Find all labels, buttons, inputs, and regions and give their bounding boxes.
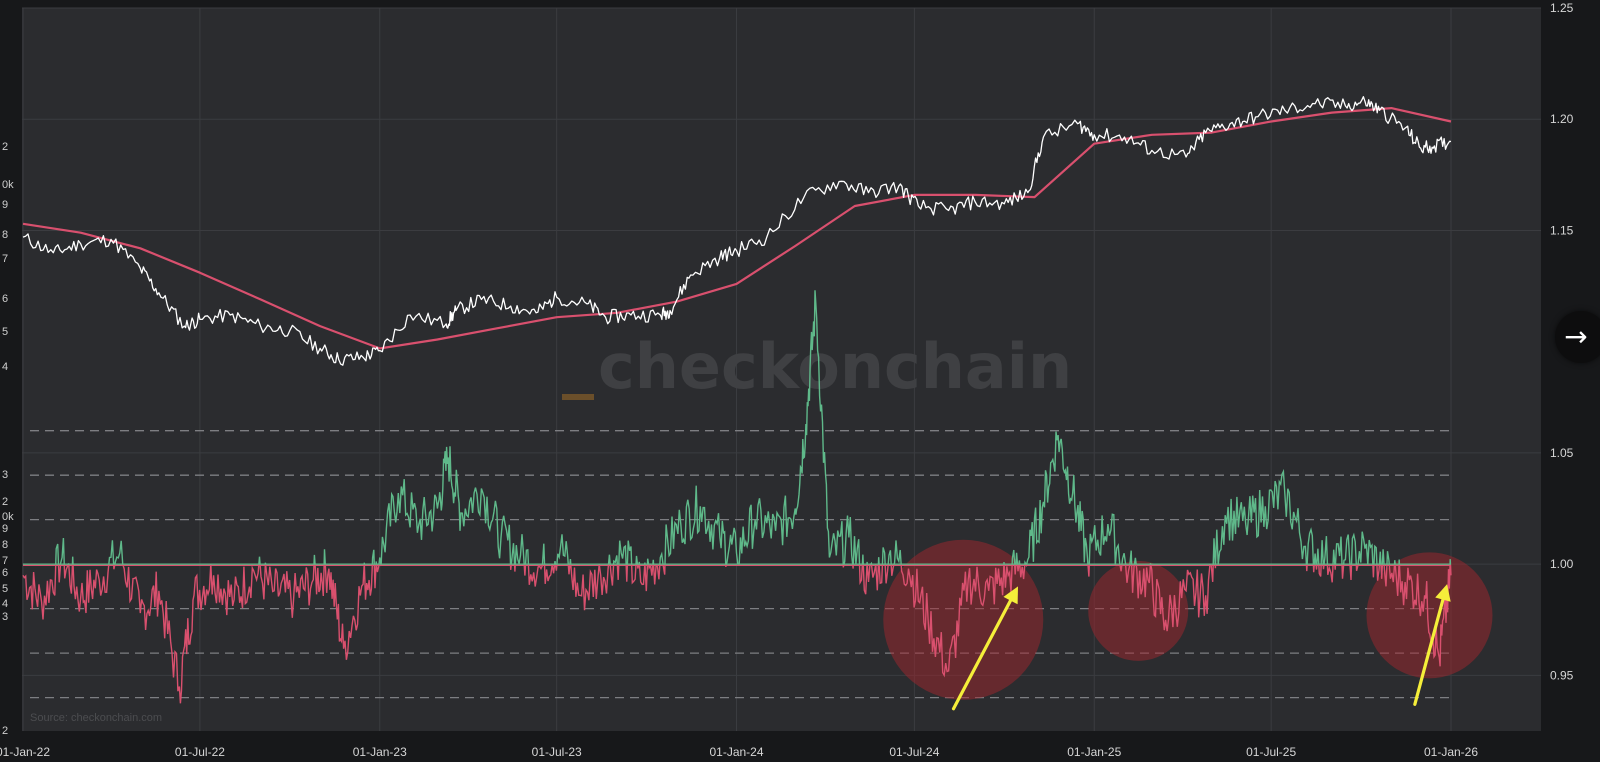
arrow-head bbox=[1003, 586, 1019, 605]
y-tick-label: 1.25 bbox=[1550, 1, 1574, 15]
y-tick-label: 0.95 bbox=[1550, 668, 1574, 682]
left-axis-label: 5 bbox=[2, 326, 8, 338]
left-axis-label: 9 bbox=[2, 199, 8, 211]
price-line bbox=[22, 96, 1452, 366]
left-axis-label: 3 bbox=[2, 469, 8, 481]
baseline-group bbox=[23, 563, 1451, 567]
watermark-underscore bbox=[562, 394, 594, 400]
left-axis-label: 9 bbox=[2, 523, 8, 535]
y-tick-label: 1.15 bbox=[1550, 223, 1574, 237]
arrows bbox=[951, 584, 1451, 711]
left-axis-label: 6 bbox=[2, 293, 8, 305]
left-axis-label: 2 bbox=[2, 496, 8, 508]
watermark-group: checkonchain bbox=[562, 330, 1072, 403]
plot-area bbox=[22, 8, 1541, 731]
arrow-shaft bbox=[1413, 598, 1445, 706]
reference-levels bbox=[30, 430, 1451, 699]
left-axis-label: 0k bbox=[2, 179, 14, 191]
price-series-group bbox=[22, 96, 1452, 366]
ratio-line-below bbox=[22, 564, 1452, 704]
axes: 01-Jan-22 01-Jul-22 01-Jan-23 01-Jul-23 01-J… bbox=[0, 1, 1574, 759]
x-tick-label: 01-Jan-24 bbox=[709, 745, 763, 759]
left-axis-label: 5 bbox=[2, 583, 8, 595]
x-tick-label: 01-Jan-22 bbox=[0, 745, 50, 759]
left-axis-label: 4 bbox=[2, 361, 8, 373]
left-axis-label: 6 bbox=[2, 567, 8, 579]
left-axis-label: 8 bbox=[2, 229, 8, 241]
left-axis-label: 0k bbox=[2, 511, 14, 523]
annotations bbox=[883, 539, 1493, 700]
moving-average-line bbox=[22, 107, 1452, 350]
highlight-circle bbox=[1366, 552, 1493, 679]
left-axis-label: 4 bbox=[2, 598, 8, 610]
y-tick-label: 1.05 bbox=[1550, 446, 1574, 460]
x-tick-label: 01-Jul-25 bbox=[1246, 745, 1296, 759]
source-label: Source: checkonchain.com bbox=[30, 712, 162, 724]
ratio-series bbox=[22, 290, 1452, 704]
left-axis-label: 7 bbox=[2, 253, 8, 265]
arrow-right-icon: → bbox=[1564, 320, 1588, 353]
left-axis-label: 2 bbox=[2, 725, 8, 737]
left-axis-label: 3 bbox=[2, 611, 8, 623]
watermark: checkonchain bbox=[598, 330, 1072, 403]
highlight-circle bbox=[1088, 560, 1189, 661]
left-axis-label: 7 bbox=[2, 555, 8, 567]
y-tick-label: 1.20 bbox=[1550, 112, 1574, 126]
arrow-shaft bbox=[951, 598, 1013, 711]
x-tick-label: 01-Jan-25 bbox=[1067, 745, 1121, 759]
x-tick-label: 01-Jul-24 bbox=[889, 745, 939, 759]
left-axis-label: 2 bbox=[2, 141, 8, 153]
x-tick-label: 01-Jan-26 bbox=[1424, 745, 1478, 759]
x-tick-label: 01-Jul-23 bbox=[532, 745, 582, 759]
arrow-head bbox=[1435, 584, 1451, 602]
x-tick-label: 01-Jul-22 bbox=[175, 745, 225, 759]
ratio-line-above bbox=[55, 290, 1452, 565]
x-tick-label: 01-Jan-23 bbox=[353, 745, 407, 759]
y-tick-label: 1.00 bbox=[1550, 557, 1574, 571]
left-axis-label: 8 bbox=[2, 539, 8, 551]
next-arrow-button[interactable]: → bbox=[1555, 311, 1600, 363]
